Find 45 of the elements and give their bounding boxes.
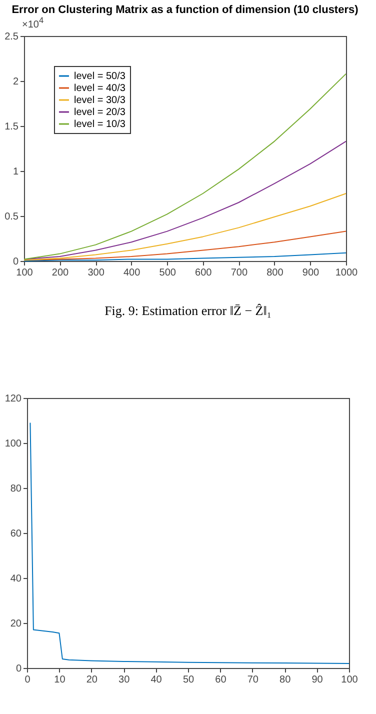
y-tick-label: 2.5 [4, 32, 19, 42]
y-tick-label: 40 [10, 574, 22, 584]
line-series [24, 252, 346, 262]
x-tick-label: 1000 [335, 268, 358, 278]
x-tick-label: 700 [230, 268, 248, 278]
x-tick-label: 0 [24, 674, 31, 686]
y-tick-label: 100 [4, 438, 22, 450]
legend-label: level = 50/3 [74, 71, 126, 82]
y-tick-label: 20 [10, 618, 22, 630]
y-tick-label: 120 [4, 394, 22, 404]
text: ×10$^{4}$ [22, 15, 44, 30]
chart-title: Error on Clustering Matrix as a function of dimension (10 clusters) [12, 4, 359, 16]
y-tick-label: 0 [16, 664, 22, 674]
x-tick-label: 70 [247, 674, 259, 686]
y-tick-label: 60 [10, 528, 22, 540]
x-tick-label: 10 [54, 674, 66, 686]
y-tick-label: 0.5 [4, 212, 19, 222]
x-tick-label: 100 [341, 674, 358, 686]
x-tick-label: 200 [52, 268, 70, 278]
x-tick-label: 400 [123, 268, 141, 278]
y-tick-label: 1 [12, 166, 19, 178]
x-tick-label: 50 [182, 674, 194, 686]
line-series [24, 193, 346, 261]
x-tick-label: 500 [159, 268, 176, 278]
x-tick-label: 40 [150, 674, 162, 686]
x-tick-label: 80 [280, 674, 292, 686]
x-tick-label: 30 [118, 674, 130, 686]
y-tick-label: 0 [12, 256, 19, 268]
caption: Fig. 9: Estimation error ‖Z̄ − Ẑ‖₁ [104, 303, 272, 319]
x-tick-label: 600 [195, 268, 212, 278]
legend-label: level = 40/3 [74, 83, 126, 94]
x-tick-label: 20 [86, 674, 98, 686]
x-tick-label: 300 [88, 268, 105, 278]
line-series [24, 73, 346, 260]
legend-label: level = 10/3 [74, 119, 126, 130]
line-series [30, 422, 350, 664]
y-tick-label: 80 [10, 484, 22, 494]
x-tick-label: 90 [312, 674, 324, 686]
legend-label: level = 30/3 [74, 95, 126, 106]
y-tick-label: 2 [12, 76, 19, 88]
x-tick-label: 60 [215, 674, 227, 686]
legend-label: level = 20/3 [74, 107, 126, 118]
x-tick-label: 900 [302, 268, 320, 278]
x-tick-label: 800 [266, 268, 284, 278]
y-tick-label: 1.5 [4, 122, 19, 132]
